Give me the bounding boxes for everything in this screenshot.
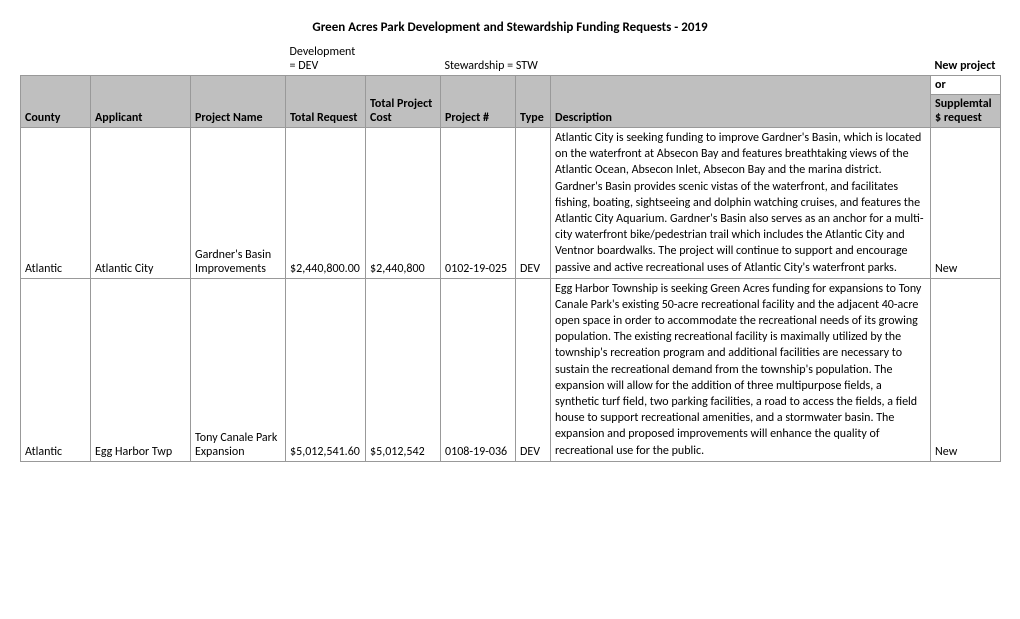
header-county: County (21, 76, 91, 128)
legend-row: Development = DEV Stewardship = STW New … (21, 43, 1001, 76)
header-row-1: County Applicant Project Name Total Requ… (21, 76, 1001, 95)
table-row: Atlantic Egg Harbor Twp Tony Canale Park… (21, 278, 1001, 461)
cell-total-project-cost: $2,440,800 (366, 128, 441, 279)
cell-status: New (931, 278, 1001, 461)
header-description: Description (551, 76, 931, 128)
header-total-project-cost: Total Project Cost (366, 76, 441, 128)
table-row: Atlantic Atlantic City Gardner's Basin I… (21, 128, 1001, 279)
cell-county: Atlantic (21, 278, 91, 461)
top-note-line2: or (931, 76, 1001, 95)
legend-stw: Stewardship = STW (441, 43, 551, 76)
header-project-name: Project Name (191, 76, 286, 128)
cell-applicant: Atlantic City (91, 128, 191, 279)
cell-status: New (931, 128, 1001, 279)
cell-total-request: $5,012,541.60 (286, 278, 366, 461)
cell-project-name: Tony Canale Park Expansion (191, 278, 286, 461)
cell-applicant: Egg Harbor Twp (91, 278, 191, 461)
header-project-num: Project # (441, 76, 516, 128)
cell-total-request: $2,440,800.00 (286, 128, 366, 279)
page-title: Green Acres Park Development and Steward… (20, 20, 1000, 35)
header-status: Supplemtal $ request (931, 95, 1001, 128)
cell-type: DEV (516, 278, 551, 461)
cell-description: Atlantic City is seeking funding to impr… (551, 128, 931, 279)
top-note-line1: New project (931, 43, 1001, 76)
cell-project-num: 0102-19-025 (441, 128, 516, 279)
cell-project-num: 0108-19-036 (441, 278, 516, 461)
header-applicant: Applicant (91, 76, 191, 128)
cell-county: Atlantic (21, 128, 91, 279)
header-total-request: Total Request (286, 76, 366, 128)
funding-table: Development = DEV Stewardship = STW New … (20, 43, 1001, 462)
legend-dev: Development = DEV (286, 43, 366, 76)
cell-description: Egg Harbor Township is seeking Green Acr… (551, 278, 931, 461)
cell-project-name: Gardner's Basin Improvements (191, 128, 286, 279)
cell-total-project-cost: $5,012,542 (366, 278, 441, 461)
cell-type: DEV (516, 128, 551, 279)
header-type: Type (516, 76, 551, 128)
